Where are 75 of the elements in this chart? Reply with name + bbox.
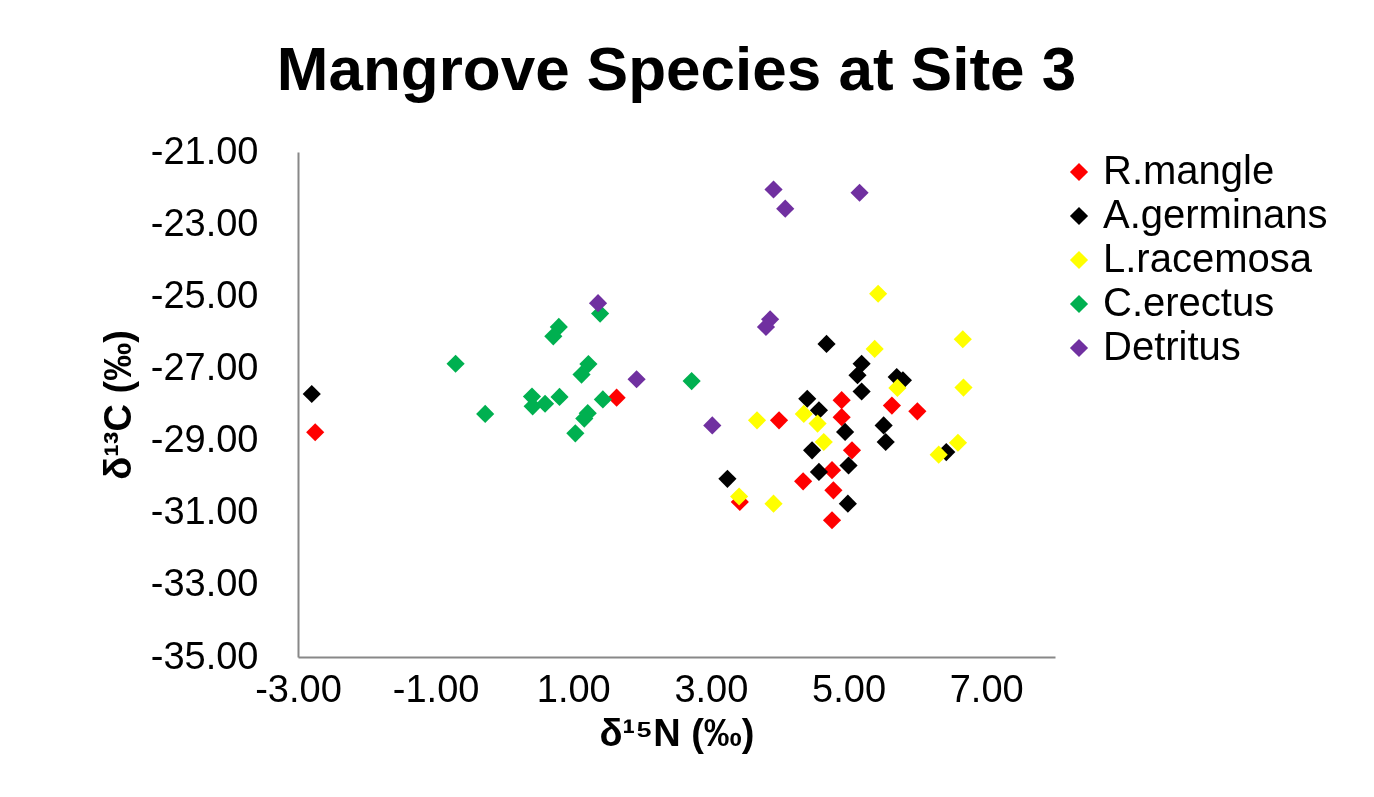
point xyxy=(730,487,749,506)
point xyxy=(822,511,842,530)
point xyxy=(607,388,626,407)
point xyxy=(954,378,973,397)
point xyxy=(888,378,907,397)
point xyxy=(809,401,829,420)
point xyxy=(876,432,895,452)
point xyxy=(769,411,789,430)
point xyxy=(535,394,555,413)
point xyxy=(874,416,893,435)
point xyxy=(838,494,857,513)
y-tick-label: -29.00 xyxy=(150,418,259,461)
point xyxy=(682,371,701,391)
x-axis-title: δ¹⁵N (‰) xyxy=(599,711,755,754)
point xyxy=(718,469,737,488)
point xyxy=(869,284,888,303)
legend-label: Detritus xyxy=(1103,324,1241,368)
y-tick-label: -25.00 xyxy=(150,273,259,316)
y-tick-label: -27.00 xyxy=(150,345,259,388)
point xyxy=(572,365,591,384)
point xyxy=(822,461,842,480)
y-tick-label: -21.00 xyxy=(150,129,259,172)
point xyxy=(306,423,325,442)
point xyxy=(842,441,862,460)
point xyxy=(747,411,767,430)
point xyxy=(794,404,813,423)
point xyxy=(852,382,871,401)
point xyxy=(794,472,813,491)
point xyxy=(566,424,585,443)
point xyxy=(929,445,948,464)
point xyxy=(839,456,858,475)
legend-label: L.racemosa xyxy=(1103,236,1313,280)
point xyxy=(817,334,836,353)
y-tick-label: -23.00 xyxy=(150,201,259,244)
point xyxy=(814,432,833,452)
y-tick-label: -31.00 xyxy=(150,490,259,533)
x-tick-label: 7.00 xyxy=(949,667,1024,710)
y-tick-label: -33.00 xyxy=(150,562,259,605)
point xyxy=(802,441,822,460)
y-axis-title: δ¹³C (‰) xyxy=(96,330,139,480)
point xyxy=(948,433,968,452)
point xyxy=(302,384,321,404)
point xyxy=(798,389,817,408)
point xyxy=(550,387,569,407)
legend-label: R.mangle xyxy=(1103,148,1275,192)
point xyxy=(588,294,608,313)
point xyxy=(476,404,495,423)
x-tick-label: 5.00 xyxy=(812,667,887,710)
point xyxy=(953,330,972,349)
point xyxy=(850,183,869,202)
point xyxy=(764,494,783,513)
point xyxy=(865,339,884,359)
point xyxy=(882,396,901,415)
point xyxy=(544,327,563,346)
point xyxy=(824,481,843,500)
point xyxy=(703,416,722,435)
x-tick-label: -1.00 xyxy=(392,667,480,710)
legend-label: C.erectus xyxy=(1103,280,1275,324)
x-tick-label: 3.00 xyxy=(674,667,749,710)
point xyxy=(832,391,851,410)
point xyxy=(776,199,795,218)
point xyxy=(446,354,465,373)
point xyxy=(809,462,829,482)
chart-title: Mangrove Species at Site 3 xyxy=(276,34,1077,103)
x-tick-label: 1.00 xyxy=(536,667,611,710)
point xyxy=(832,408,851,427)
point xyxy=(908,402,927,421)
point xyxy=(836,422,855,441)
point xyxy=(808,414,827,433)
point xyxy=(848,366,867,385)
legend-label: A.germinans xyxy=(1103,192,1328,236)
point xyxy=(593,390,612,409)
point xyxy=(579,355,598,374)
point xyxy=(764,180,783,199)
point xyxy=(627,370,646,389)
